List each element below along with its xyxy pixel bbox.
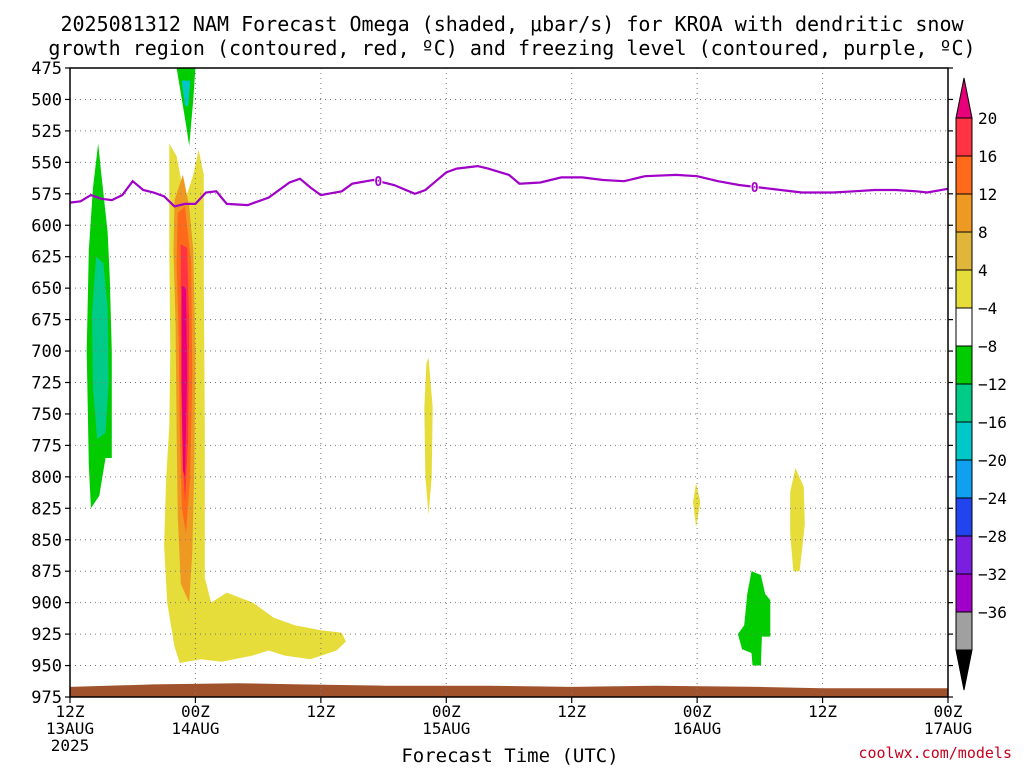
- y-tick-label: 975: [31, 688, 62, 708]
- colorbar-segment: [955, 611, 973, 651]
- colorbar-label: −8: [978, 337, 997, 356]
- y-tick-label: 950: [31, 657, 62, 677]
- colorbar-top-arrow: [955, 77, 973, 119]
- colorbar-label: 20: [978, 109, 997, 128]
- omega-region-9: [424, 357, 433, 515]
- credit-text: coolwx.com/models: [858, 744, 1012, 762]
- y-tick-label: 550: [31, 153, 62, 173]
- colorbar-label: −28: [978, 527, 1007, 546]
- freezing-level-label-bg: [374, 174, 383, 189]
- x-tick-label: 00Z: [934, 702, 963, 721]
- x-tick-label: 12Z: [557, 702, 586, 721]
- x-tick-label: 2025: [51, 736, 90, 755]
- x-tick-label: 14AUG: [171, 719, 219, 738]
- freezing-level-label-bg: [750, 179, 759, 194]
- omega-region-10: [693, 483, 701, 528]
- colorbar-label: −36: [978, 603, 1007, 622]
- colorbar-label: −32: [978, 565, 1007, 584]
- freezing-level-label: 0: [374, 175, 382, 190]
- x-tick-label: 12Z: [56, 702, 85, 721]
- freezing-level-line: [69, 164, 949, 208]
- x-tick-label: 12Z: [306, 702, 335, 721]
- colorbar-segment: [955, 459, 973, 499]
- x-tick-label: 17AUG: [924, 719, 972, 738]
- x-tick-label: 15AUG: [422, 719, 470, 738]
- colorbar-segment: [955, 231, 973, 271]
- y-tick-label: 575: [31, 185, 62, 205]
- chart-title-line2: growth region (contoured, red, ºC) and f…: [48, 36, 976, 60]
- omega-region-11: [790, 468, 805, 572]
- y-tick-label: 800: [31, 468, 62, 488]
- axes-layer: 475 500 525 550 575 600 625 650 675 700 725 750 775 8…: [31, 59, 972, 755]
- omega-region-8: [181, 285, 188, 477]
- x-tick-label: 13AUG: [46, 719, 94, 738]
- y-tick-label: 775: [31, 436, 62, 456]
- omega-region-3: [92, 256, 109, 440]
- omega-region-1: [181, 80, 191, 106]
- colorbar-segment: [955, 269, 973, 309]
- x-tick-label: 16AUG: [673, 719, 721, 738]
- colorbar-segment: [955, 345, 973, 385]
- colorbar-label: −24: [978, 489, 1007, 508]
- colorbar-label: 12: [978, 185, 997, 204]
- omega-region-12: [737, 571, 771, 666]
- y-tick-label: 675: [31, 311, 62, 331]
- colorbar-label: 8: [978, 223, 988, 242]
- chart-title-line1: 2025081312 NAM Forecast Omega (shaded, μ…: [60, 12, 964, 36]
- colorbar-bottom-arrow: [955, 649, 973, 691]
- colorbar-segment: [955, 193, 973, 233]
- omega-shading-layer: [86, 68, 805, 666]
- y-tick-label: 925: [31, 625, 62, 645]
- y-tick-label: 825: [31, 499, 62, 519]
- x-tick-label: 00Z: [683, 702, 712, 721]
- colorbar-label: −12: [978, 375, 1007, 394]
- colorbar-segment: [955, 383, 973, 423]
- colorbar-label: 4: [978, 261, 988, 280]
- colorbar-label: −20: [978, 451, 1007, 470]
- colorbar-segment: [955, 535, 973, 575]
- x-tick-label: 12Z: [808, 702, 837, 721]
- colorbar-label: −16: [978, 413, 1007, 432]
- y-tick-label: 700: [31, 342, 62, 362]
- y-tick-label: 650: [31, 279, 62, 299]
- y-tick-label: 875: [31, 562, 62, 582]
- colorbar-segment: [955, 497, 973, 537]
- x-axis-title: Forecast Time (UTC): [401, 745, 619, 767]
- colorbar-label: 16: [978, 147, 997, 166]
- terrain-fill: [70, 683, 948, 697]
- colorbar-segment: [955, 117, 973, 157]
- y-tick-label: 900: [31, 594, 62, 614]
- x-tick-label: 00Z: [432, 702, 461, 721]
- y-tick-label: 500: [31, 90, 62, 110]
- x-tick-label: 00Z: [181, 702, 210, 721]
- y-tick-label: 750: [31, 405, 62, 425]
- freezing-level-label: 0: [751, 181, 759, 196]
- y-tick-label: 525: [31, 122, 62, 142]
- y-tick-label: 625: [31, 248, 62, 268]
- terrain-layer: [70, 683, 948, 697]
- colorbar-segment: [955, 573, 973, 613]
- y-tick-label: 850: [31, 531, 62, 551]
- y-tick-label: 600: [31, 216, 62, 236]
- colorbar-label: −4: [978, 299, 997, 318]
- colorbar: 20 16 12 8 4 −4 −8 −12 −16 −20 −24 −28 −32 −36: [955, 77, 1007, 691]
- colorbar-segment: [955, 421, 973, 461]
- colorbar-segment: [955, 155, 973, 195]
- y-tick-label: 475: [31, 59, 62, 79]
- colorbar-segment: [955, 307, 973, 347]
- y-tick-label: 725: [31, 374, 62, 394]
- omega-region-0: [176, 68, 196, 146]
